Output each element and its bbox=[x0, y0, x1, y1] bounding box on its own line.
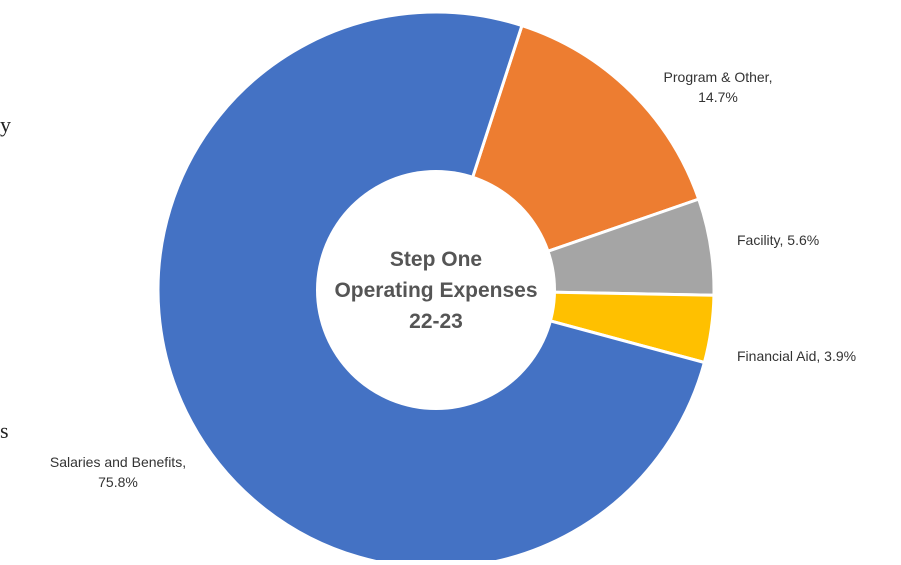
data-label-salaries-and-benefits: Salaries and Benefits, 75.8% bbox=[50, 454, 186, 490]
slice-labels-layer: Program & Other, 14.7% Facility, 5.6% Finan… bbox=[50, 69, 856, 490]
donut-center-hole bbox=[316, 170, 556, 410]
data-label-program-other: Program & Other, 14.7% bbox=[664, 69, 773, 105]
data-label-financial-aid: Financial Aid, 3.9% bbox=[737, 348, 856, 364]
data-label-facility: Facility, 5.6% bbox=[737, 232, 819, 248]
cropped-text-fragment-bottom: s bbox=[0, 418, 9, 443]
cropped-text-fragment-top: y bbox=[0, 112, 11, 137]
chart-title: Step One Operating Expenses 22-23 bbox=[334, 248, 537, 333]
